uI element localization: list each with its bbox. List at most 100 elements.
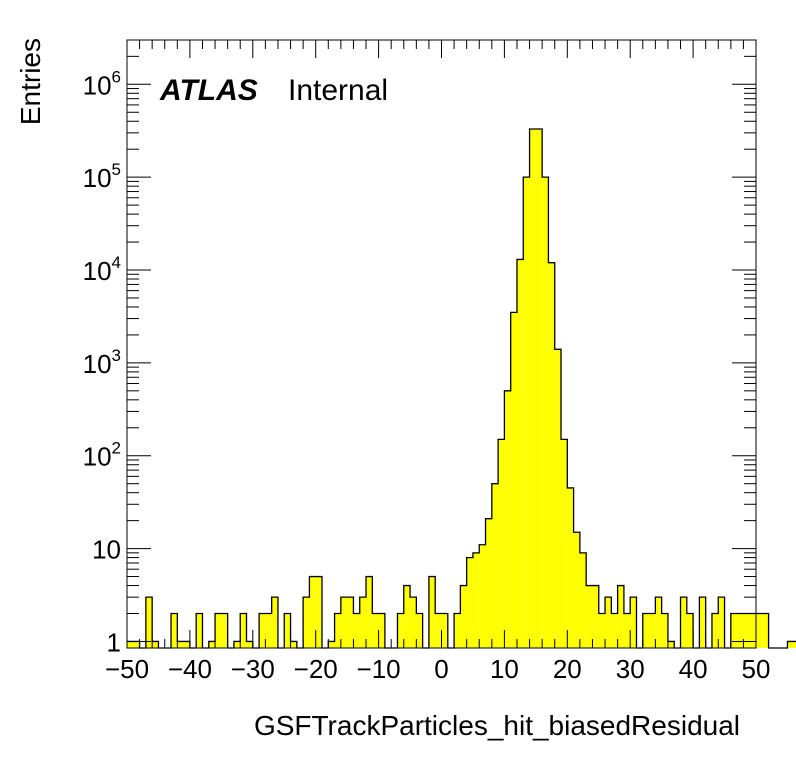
x-tick-label: 20	[553, 654, 582, 684]
histogram-bar	[171, 613, 178, 648]
x-tick-label: 10	[490, 654, 519, 684]
y-axis-title: Entries	[15, 38, 46, 125]
histogram-bar	[233, 641, 241, 648]
histogram-bar	[397, 613, 404, 648]
histogram-bar	[649, 613, 656, 648]
histogram-bar	[510, 312, 517, 648]
x-tick-label: −20	[294, 654, 338, 684]
histogram-bar	[561, 439, 568, 648]
x-tick-label: −10	[357, 654, 401, 684]
x-tick-label: −50	[105, 654, 149, 684]
histogram-bar	[127, 641, 134, 648]
histogram-bar	[630, 597, 637, 648]
atlas-label: ATLAS	[159, 74, 258, 107]
histogram-bar	[133, 641, 140, 648]
histogram-bar	[749, 613, 756, 648]
histogram-bar	[661, 613, 668, 648]
y-tick-label: 106	[83, 67, 121, 100]
histogram-bar	[743, 613, 750, 648]
histogram-bar	[145, 597, 153, 648]
x-tick-label: 0	[434, 654, 448, 684]
histogram-bar	[592, 585, 599, 648]
histogram-bar	[554, 349, 562, 648]
y-tick-label: 105	[83, 160, 121, 193]
histogram-bar	[240, 613, 247, 648]
histogram-bar	[372, 613, 379, 648]
histogram-bar	[598, 613, 606, 648]
x-axis-ticks	[126, 40, 757, 648]
histogram-outline	[127, 128, 796, 649]
x-tick-label: −30	[231, 654, 275, 684]
histogram-bar	[152, 641, 159, 648]
histogram-bar	[196, 613, 203, 648]
y-tick-label: 104	[83, 253, 121, 286]
histogram-bars	[127, 128, 796, 649]
histogram-bar	[284, 613, 291, 648]
histogram-bar	[762, 613, 769, 648]
histogram-bar	[491, 483, 499, 648]
x-tick-label: 40	[679, 654, 708, 684]
histogram-bar	[347, 597, 354, 648]
histogram-bar	[403, 585, 411, 648]
histogram-bar	[680, 597, 687, 648]
histogram-bar	[265, 613, 272, 648]
histogram-bar	[617, 585, 624, 648]
x-tick-label: 30	[616, 654, 645, 684]
histogram-bar	[177, 641, 184, 648]
histogram-bar	[523, 177, 530, 648]
histogram-bar	[441, 613, 448, 648]
histogram-bar	[416, 613, 423, 648]
histogram-bar	[699, 597, 706, 648]
histogram-bar	[183, 641, 190, 648]
x-tick-label: −40	[168, 654, 212, 684]
histogram-bar	[730, 613, 738, 648]
histogram-bar	[567, 487, 574, 648]
histogram-bar	[498, 439, 505, 648]
histogram-bar	[579, 552, 587, 648]
histogram-bar	[334, 613, 341, 648]
histogram-bar	[328, 641, 335, 648]
histogram-bar	[573, 532, 580, 648]
histogram-bar	[378, 613, 385, 648]
y-axis-ticks	[127, 39, 756, 642]
plot-frame	[126, 39, 757, 649]
histogram-bar	[460, 585, 467, 648]
y-tick-label: 10	[92, 535, 121, 565]
histogram-bar	[485, 518, 492, 648]
histogram-bar	[516, 259, 524, 648]
histogram-bar	[787, 641, 794, 648]
histogram-bar	[340, 597, 348, 648]
histogram-bar	[548, 262, 555, 648]
histogram-bar	[221, 613, 228, 648]
histogram-bar	[435, 613, 442, 648]
histogram-bar	[246, 641, 253, 648]
histogram-bar	[611, 613, 618, 648]
histogram-bar	[410, 597, 417, 648]
histogram-bar	[359, 597, 367, 648]
histogram-bar	[542, 177, 549, 648]
y-tick-label: 102	[83, 439, 121, 472]
y-tick-labels: 1 10 102 103 104 105 106	[83, 67, 121, 657]
histogram-bar	[366, 576, 373, 648]
histogram-bar	[215, 613, 222, 648]
y-tick-label: 1	[107, 627, 121, 657]
histogram-bar	[479, 544, 486, 648]
x-tick-label: 50	[742, 654, 771, 684]
histogram-bar	[718, 597, 725, 648]
histogram-bar	[655, 597, 662, 648]
histogram-bar	[667, 641, 675, 648]
histogram-bar	[454, 613, 461, 648]
histogram-bar	[793, 641, 796, 648]
histogram-bar	[586, 585, 593, 648]
histogram-bar	[259, 613, 266, 648]
x-axis-title: GSFTrackParticles_hit_biasedResidual	[254, 710, 740, 741]
y-tick-label: 103	[83, 346, 121, 379]
x-tick-labels: −50 −40 −30 −20 −10 0 10 20 30 40 50	[105, 654, 771, 684]
status-label: Internal	[288, 74, 388, 107]
histogram-bar	[642, 613, 650, 648]
histogram-bar	[605, 597, 612, 648]
histogram-bar	[208, 641, 216, 648]
histogram-bar	[504, 390, 511, 648]
histogram-bar	[711, 613, 719, 648]
